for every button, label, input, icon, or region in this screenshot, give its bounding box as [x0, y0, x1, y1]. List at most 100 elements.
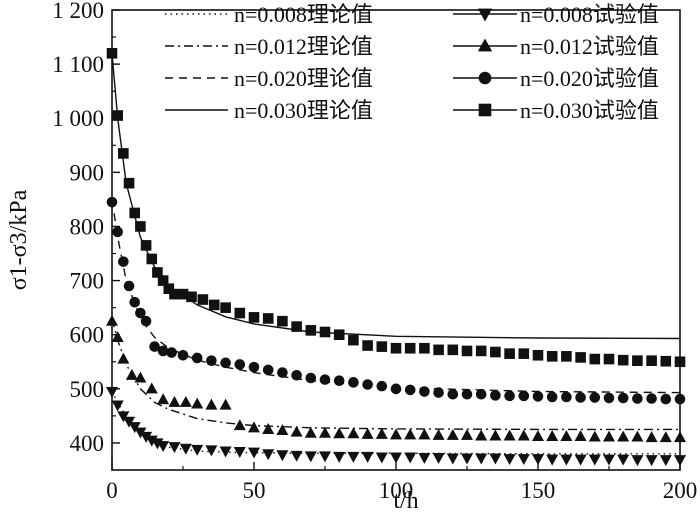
- data-point: [262, 449, 275, 461]
- data-point: [432, 428, 445, 440]
- test-series-0: [105, 386, 687, 467]
- data-point: [146, 253, 158, 265]
- legend-test-label: n=0.030试验值: [520, 98, 659, 123]
- data-point: [503, 429, 516, 441]
- data-point: [588, 430, 601, 442]
- data-point: [404, 452, 417, 464]
- data-point: [433, 344, 444, 356]
- data-point: [197, 294, 209, 305]
- data-point: [105, 386, 119, 398]
- data-point: [546, 454, 559, 466]
- data-point: [361, 451, 374, 463]
- data-point: [575, 392, 586, 403]
- data-point: [575, 352, 586, 363]
- data-point: [123, 280, 135, 292]
- data-point: [589, 353, 601, 365]
- data-point: [347, 427, 360, 439]
- data-point: [262, 364, 274, 376]
- data-point: [531, 454, 545, 466]
- data-point: [419, 342, 430, 354]
- data-point: [219, 446, 232, 458]
- data-point: [589, 392, 601, 403]
- data-point: [645, 431, 658, 443]
- data-point: [517, 429, 530, 441]
- y-tick-label: 700: [70, 269, 105, 294]
- data-point: [125, 368, 138, 380]
- data-point: [617, 392, 629, 404]
- data-point: [602, 454, 616, 466]
- legend-test-marker: [477, 8, 493, 22]
- data-point: [149, 341, 160, 352]
- data-point: [546, 430, 559, 441]
- data-point: [276, 424, 289, 436]
- data-point: [532, 349, 544, 361]
- data-point: [123, 177, 135, 189]
- x-tick-label: 150: [521, 478, 556, 503]
- data-point: [674, 393, 686, 405]
- data-point: [660, 355, 672, 367]
- data-point: [166, 347, 177, 358]
- data-point: [304, 451, 317, 463]
- data-point: [348, 334, 359, 346]
- data-point: [560, 430, 573, 441]
- data-point: [561, 391, 572, 403]
- test-series: [105, 47, 687, 467]
- data-point: [179, 443, 192, 455]
- data-point: [233, 447, 246, 458]
- data-point: [532, 391, 544, 402]
- data-point: [233, 419, 246, 431]
- data-point: [631, 430, 644, 442]
- data-point: [475, 345, 487, 357]
- data-point: [475, 429, 488, 441]
- data-point: [617, 454, 630, 466]
- data-point: [632, 355, 643, 366]
- data-point: [518, 390, 530, 402]
- data-point: [404, 384, 416, 396]
- data-point: [248, 312, 260, 323]
- data-point: [305, 372, 317, 384]
- data-point: [362, 340, 373, 351]
- data-point: [191, 444, 204, 456]
- data-point: [135, 307, 146, 319]
- data-point: [674, 356, 686, 368]
- data-point: [112, 110, 123, 121]
- data-point: [219, 398, 232, 410]
- data-point: [490, 390, 501, 401]
- data-point: [376, 341, 388, 352]
- data-point: [111, 400, 124, 412]
- data-point: [163, 283, 175, 295]
- theory-line-3: [111, 53, 681, 340]
- data-point: [135, 221, 146, 232]
- data-point: [504, 348, 515, 359]
- data-point: [446, 428, 459, 440]
- data-point: [446, 453, 459, 465]
- data-point: [117, 352, 130, 364]
- data-point: [333, 427, 346, 439]
- data-point: [140, 240, 152, 251]
- y-tick-label: 800: [70, 214, 105, 239]
- data-point: [433, 387, 444, 398]
- data-point: [177, 349, 189, 361]
- data-point: [247, 421, 261, 433]
- data-point: [404, 428, 417, 440]
- data-point: [574, 454, 587, 466]
- data-point: [290, 450, 303, 462]
- data-point: [404, 342, 416, 354]
- legend-test-label: n=0.008试验值: [520, 2, 659, 27]
- data-point: [362, 379, 373, 390]
- data-point: [129, 207, 141, 219]
- data-point: [504, 390, 515, 402]
- data-point: [305, 325, 317, 336]
- data-point: [418, 428, 431, 440]
- data-point: [186, 291, 197, 303]
- y-tick-label: 500: [70, 377, 105, 402]
- data-point: [375, 427, 388, 439]
- legend-theory-label: n=0.030理论值: [234, 98, 373, 123]
- test-series-1: [105, 314, 687, 443]
- data-point: [220, 357, 231, 369]
- data-point: [646, 355, 657, 366]
- data-point: [375, 452, 388, 464]
- data-point: [447, 344, 459, 356]
- legend-theory-label: n=0.012理论值: [234, 34, 373, 59]
- data-point: [220, 302, 231, 313]
